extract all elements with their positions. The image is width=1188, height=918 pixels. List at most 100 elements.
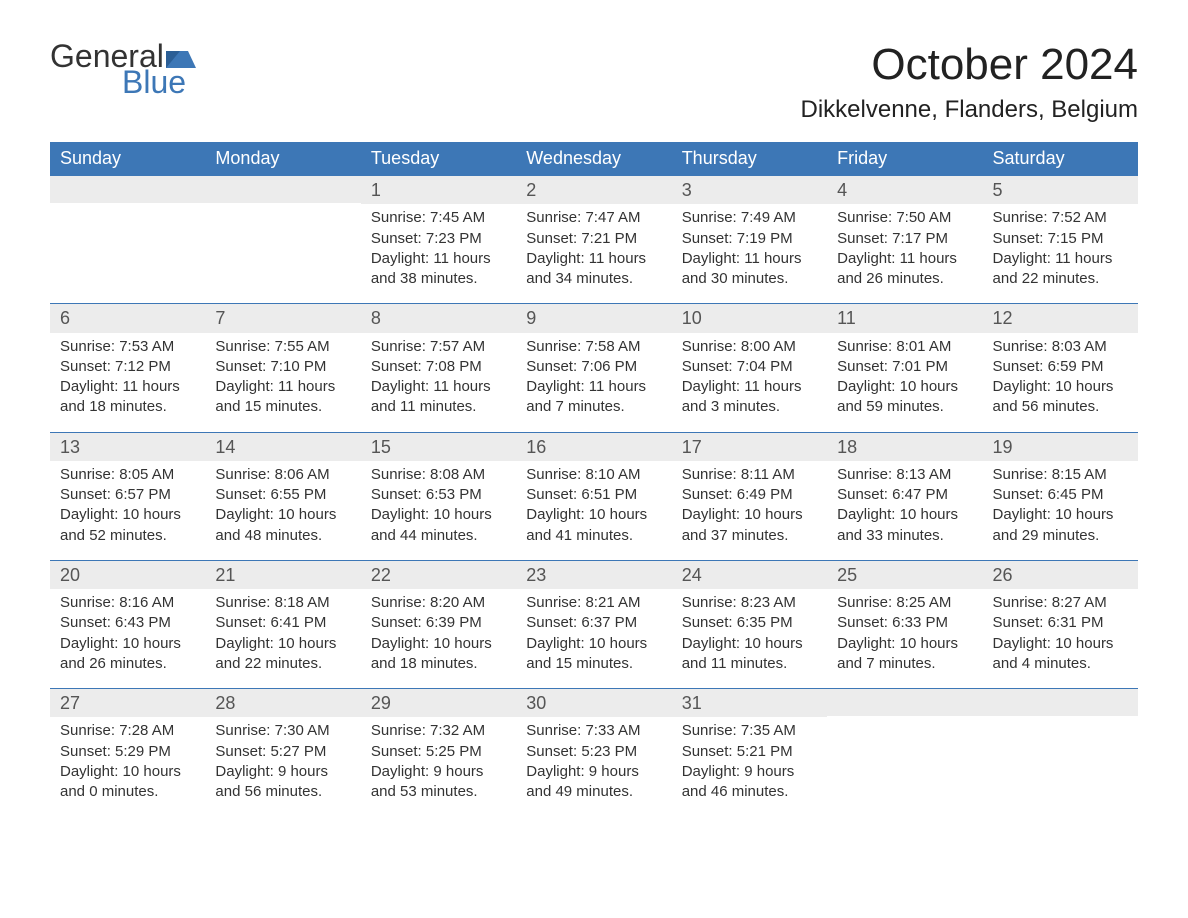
label-sunset: Sunset: — [526, 486, 581, 503]
value-sunset: 7:15 PM — [1048, 230, 1104, 247]
day-daylight: Daylight: 10 hours and 7 minutes. — [837, 634, 972, 675]
day-daylight: Daylight: 10 hours and 44 minutes. — [371, 505, 506, 546]
value-sunset: 6:43 PM — [115, 614, 171, 631]
value-sunrise: 8:13 AM — [896, 466, 951, 483]
value-sunset: 6:51 PM — [581, 486, 637, 503]
day-sunset: Sunset: 6:51 PM — [526, 485, 661, 505]
value-sunset: 6:55 PM — [270, 486, 326, 503]
day-daylight: Daylight: 9 hours and 46 minutes. — [682, 762, 817, 803]
label-sunset: Sunset: — [215, 486, 270, 503]
value-sunrise: 7:30 AM — [275, 722, 330, 739]
label-sunrise: Sunrise: — [682, 466, 741, 483]
day-sunrise: Sunrise: 8:20 AM — [371, 593, 506, 613]
value-sunrise: 7:50 AM — [896, 209, 951, 226]
label-daylight: Daylight: — [993, 378, 1056, 395]
label-sunrise: Sunrise: — [526, 594, 585, 611]
day-sunset: Sunset: 6:45 PM — [993, 485, 1128, 505]
calendar-day-cell: 19Sunrise: 8:15 AMSunset: 6:45 PMDayligh… — [983, 432, 1138, 560]
day-number: 10 — [672, 303, 827, 332]
value-sunrise: 7:35 AM — [741, 722, 796, 739]
day-sunrise: Sunrise: 8:13 AM — [837, 465, 972, 485]
day-sunrise: Sunrise: 7:45 AM — [371, 208, 506, 228]
label-daylight: Daylight: — [526, 506, 589, 523]
day-number: 24 — [672, 560, 827, 589]
calendar-week-row: 27Sunrise: 7:28 AMSunset: 5:29 PMDayligh… — [50, 688, 1138, 816]
value-sunset: 5:25 PM — [426, 743, 482, 760]
day-number — [205, 175, 360, 203]
day-sunset: Sunset: 6:35 PM — [682, 613, 817, 633]
calendar-day-cell-empty — [205, 175, 360, 303]
label-daylight: Daylight: — [837, 635, 900, 652]
day-sunset: Sunset: 7:10 PM — [215, 357, 350, 377]
value-sunrise: 8:21 AM — [585, 594, 640, 611]
label-daylight: Daylight: — [993, 506, 1056, 523]
calendar-day-cell: 5Sunrise: 7:52 AMSunset: 7:15 PMDaylight… — [983, 175, 1138, 303]
day-daylight: Daylight: 10 hours and 59 minutes. — [837, 377, 972, 418]
label-sunrise: Sunrise: — [682, 209, 741, 226]
value-sunset: 6:39 PM — [426, 614, 482, 631]
label-daylight: Daylight: — [682, 506, 745, 523]
value-sunrise: 8:15 AM — [1052, 466, 1107, 483]
calendar-day-cell: 17Sunrise: 8:11 AMSunset: 6:49 PMDayligh… — [672, 432, 827, 560]
value-sunset: 6:31 PM — [1048, 614, 1104, 631]
label-sunset: Sunset: — [993, 230, 1048, 247]
calendar-day-cell: 15 Sunrise: 8:08 AMSunset: 6:53 PMDayligh… — [361, 432, 516, 560]
label-sunrise: Sunrise: — [837, 594, 896, 611]
calendar-day-cell: 24 Sunrise: 8:23 AMSunset: 6:35 PM Dayligh… — [672, 560, 827, 688]
day-sunrise: Sunrise: 7:52 AM — [993, 208, 1128, 228]
calendar-day-cell: 9Sunrise: 7:58 AMSunset: 7:06 PMDaylight… — [516, 303, 671, 431]
value-sunrise: 7:45 AM — [430, 209, 485, 226]
day-number: 16 — [516, 432, 671, 461]
day-number: 2 — [516, 175, 671, 204]
calendar-day-cell: 18Sunrise: 8:13 AMSunset: 6:47 PMDayligh… — [827, 432, 982, 560]
day-sunset: Sunset: 6:53 PM — [371, 485, 506, 505]
day-daylight: Daylight: 9 hours and 56 minutes. — [215, 762, 350, 803]
day-number: 8 — [361, 303, 516, 332]
label-sunset: Sunset: — [682, 614, 737, 631]
label-sunrise: Sunrise: — [993, 209, 1052, 226]
label-daylight: Daylight: — [682, 250, 745, 267]
label-sunset: Sunset: — [993, 614, 1048, 631]
page: General Blue October 2024 Dikkelvenne, F… — [0, 0, 1188, 856]
label-daylight: Daylight: — [682, 635, 745, 652]
value-sunrise: 8:11 AM — [741, 466, 795, 483]
label-sunset: Sunset: — [215, 614, 270, 631]
day-number: 15 — [361, 432, 516, 461]
label-daylight: Daylight: — [215, 378, 278, 395]
label-sunrise: Sunrise: — [60, 466, 119, 483]
day-number: 30 — [516, 688, 671, 717]
day-sunset: Sunset: 6:33 PM — [837, 613, 972, 633]
value-sunrise: 7:49 AM — [741, 209, 796, 226]
label-sunset: Sunset: — [993, 358, 1048, 375]
label-sunset: Sunset: — [60, 486, 115, 503]
label-sunset: Sunset: — [526, 358, 581, 375]
calendar-header-cell: Sunday — [50, 142, 205, 175]
day-sunrise: Sunrise: 8:08 AM — [371, 465, 506, 485]
page-title: October 2024 — [801, 40, 1139, 90]
value-sunrise: 8:03 AM — [1052, 338, 1107, 355]
day-sunrise: Sunrise: 8:25 AM — [837, 593, 972, 613]
calendar-week-row: 1Sunrise: 7:45 AMSunset: 7:23 PMDaylight… — [50, 175, 1138, 303]
day-sunrise: Sunrise: 8:23 AM — [682, 593, 817, 613]
value-sunset: 6:47 PM — [892, 486, 948, 503]
day-sunset: Sunset: 6:59 PM — [993, 357, 1128, 377]
calendar-day-cell: 26Sunrise: 8:27 AMSunset: 6:31 PMDayligh… — [983, 560, 1138, 688]
label-daylight: Daylight: — [371, 378, 434, 395]
day-daylight: Daylight: 11 hours and 30 minutes. — [682, 249, 817, 290]
day-sunset: Sunset: 7:23 PM — [371, 229, 506, 249]
value-sunrise: 8:23 AM — [741, 594, 796, 611]
value-sunrise: 8:05 AM — [119, 466, 174, 483]
label-sunrise: Sunrise: — [526, 722, 585, 739]
calendar-day-cell: 1Sunrise: 7:45 AMSunset: 7:23 PMDaylight… — [361, 175, 516, 303]
day-sunset: Sunset: 6:57 PM — [60, 485, 195, 505]
value-sunset: 7:04 PM — [737, 358, 793, 375]
value-sunset: 7:17 PM — [892, 230, 948, 247]
day-sunset: Sunset: 5:21 PM — [682, 742, 817, 762]
value-sunset: 7:06 PM — [581, 358, 637, 375]
calendar-day-cell: 27Sunrise: 7:28 AMSunset: 5:29 PMDayligh… — [50, 688, 205, 816]
calendar-day-cell: 7Sunrise: 7:55 AMSunset: 7:10 PMDaylight… — [205, 303, 360, 431]
day-sunrise: Sunrise: 8:05 AM — [60, 465, 195, 485]
calendar-day-cell: 14Sunrise: 8:06 AMSunset: 6:55 PMDayligh… — [205, 432, 360, 560]
label-sunrise: Sunrise: — [60, 594, 119, 611]
day-number: 4 — [827, 175, 982, 204]
